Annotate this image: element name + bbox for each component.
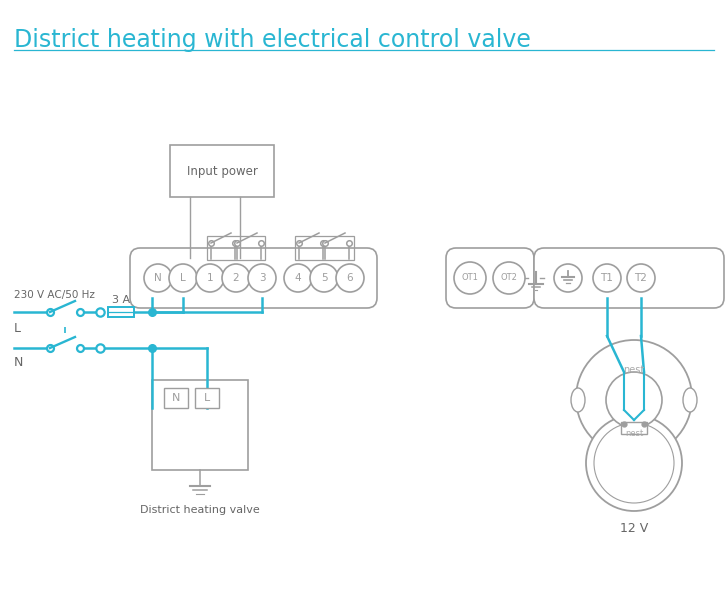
Circle shape — [222, 264, 250, 292]
Text: N: N — [14, 356, 23, 369]
Ellipse shape — [571, 388, 585, 412]
Text: 4: 4 — [295, 273, 301, 283]
Circle shape — [554, 264, 582, 292]
Text: OT1: OT1 — [462, 273, 478, 283]
Circle shape — [336, 264, 364, 292]
Circle shape — [144, 264, 172, 292]
FancyBboxPatch shape — [130, 248, 377, 308]
Text: L: L — [204, 393, 210, 403]
Text: Input power: Input power — [186, 165, 258, 178]
Text: 12 V: 12 V — [620, 523, 648, 536]
Text: OT2: OT2 — [501, 273, 518, 283]
Text: L: L — [180, 273, 186, 283]
Bar — [164, 388, 188, 408]
Circle shape — [493, 262, 525, 294]
Ellipse shape — [683, 388, 697, 412]
Text: N: N — [172, 393, 181, 403]
Text: N: N — [154, 273, 162, 283]
Bar — [170, 145, 274, 197]
Circle shape — [310, 264, 338, 292]
Text: L: L — [14, 321, 21, 334]
Circle shape — [169, 264, 197, 292]
Circle shape — [284, 264, 312, 292]
Bar — [207, 236, 265, 260]
Text: 3 A: 3 A — [112, 295, 130, 305]
Text: 3: 3 — [258, 273, 265, 283]
Circle shape — [606, 372, 662, 428]
Circle shape — [627, 264, 655, 292]
Text: T2: T2 — [635, 273, 647, 283]
Text: T1: T1 — [601, 273, 614, 283]
Text: District heating valve: District heating valve — [140, 505, 260, 515]
Circle shape — [248, 264, 276, 292]
Text: District heating with electrical control valve: District heating with electrical control… — [14, 28, 531, 52]
FancyBboxPatch shape — [534, 248, 724, 308]
Bar — [295, 236, 354, 260]
Circle shape — [576, 340, 692, 456]
Circle shape — [586, 415, 682, 511]
Bar — [152, 380, 248, 470]
Text: 230 V AC/50 Hz: 230 V AC/50 Hz — [14, 290, 95, 300]
Text: nest: nest — [625, 428, 643, 438]
Bar — [621, 422, 647, 434]
Text: 5: 5 — [321, 273, 328, 283]
Bar — [108, 307, 134, 317]
Text: 6: 6 — [347, 273, 353, 283]
Circle shape — [196, 264, 224, 292]
Circle shape — [594, 423, 674, 503]
Bar — [195, 388, 219, 408]
Text: 1: 1 — [207, 273, 213, 283]
Text: nest: nest — [623, 365, 644, 375]
Text: 2: 2 — [233, 273, 240, 283]
FancyBboxPatch shape — [446, 248, 534, 308]
Circle shape — [593, 264, 621, 292]
Circle shape — [454, 262, 486, 294]
